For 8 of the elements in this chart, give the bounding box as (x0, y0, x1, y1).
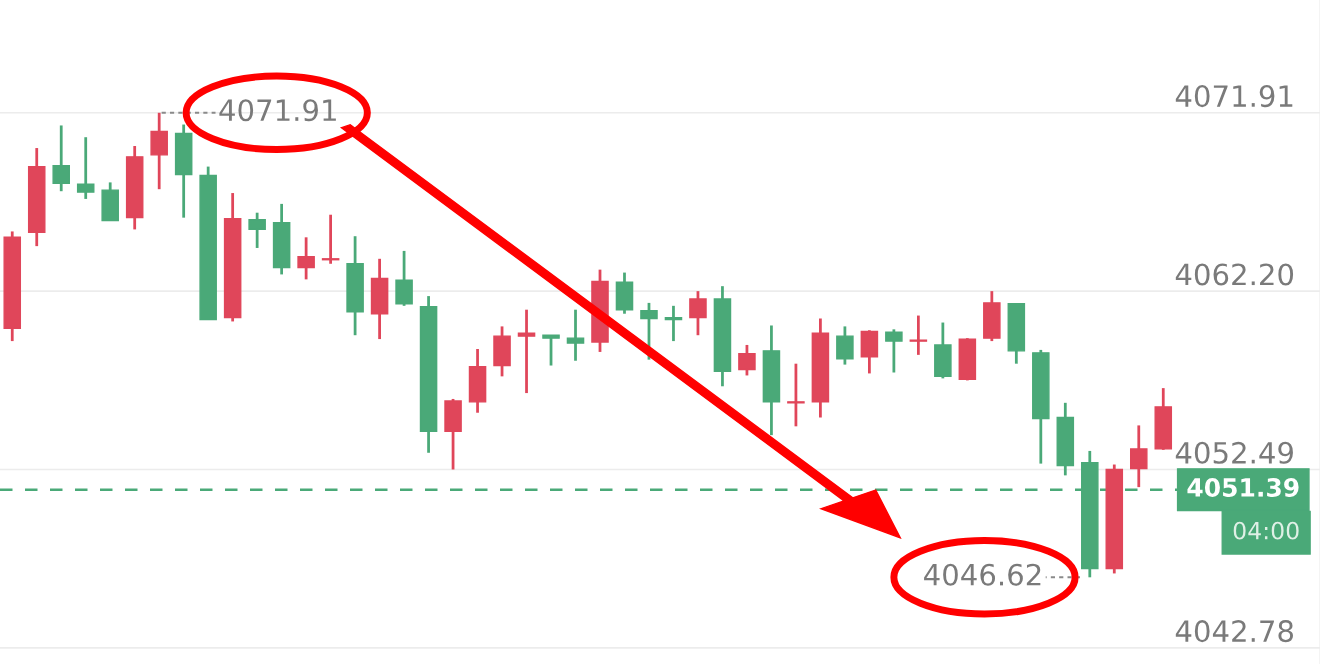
text: 04:00 (1233, 521, 1299, 540)
ref-line-label: 4051.39 (1187, 478, 1299, 497)
annotation: 4071.91 (219, 99, 336, 122)
annotation: 4046.62 (924, 563, 1041, 586)
y-tick-label: 4062.20 (1175, 263, 1294, 286)
y-tick-label: 4042.78 (1175, 620, 1293, 643)
y-tick-label: 4052.49 (1175, 441, 1293, 464)
y-tick-label: 4071.91 (1175, 85, 1293, 108)
